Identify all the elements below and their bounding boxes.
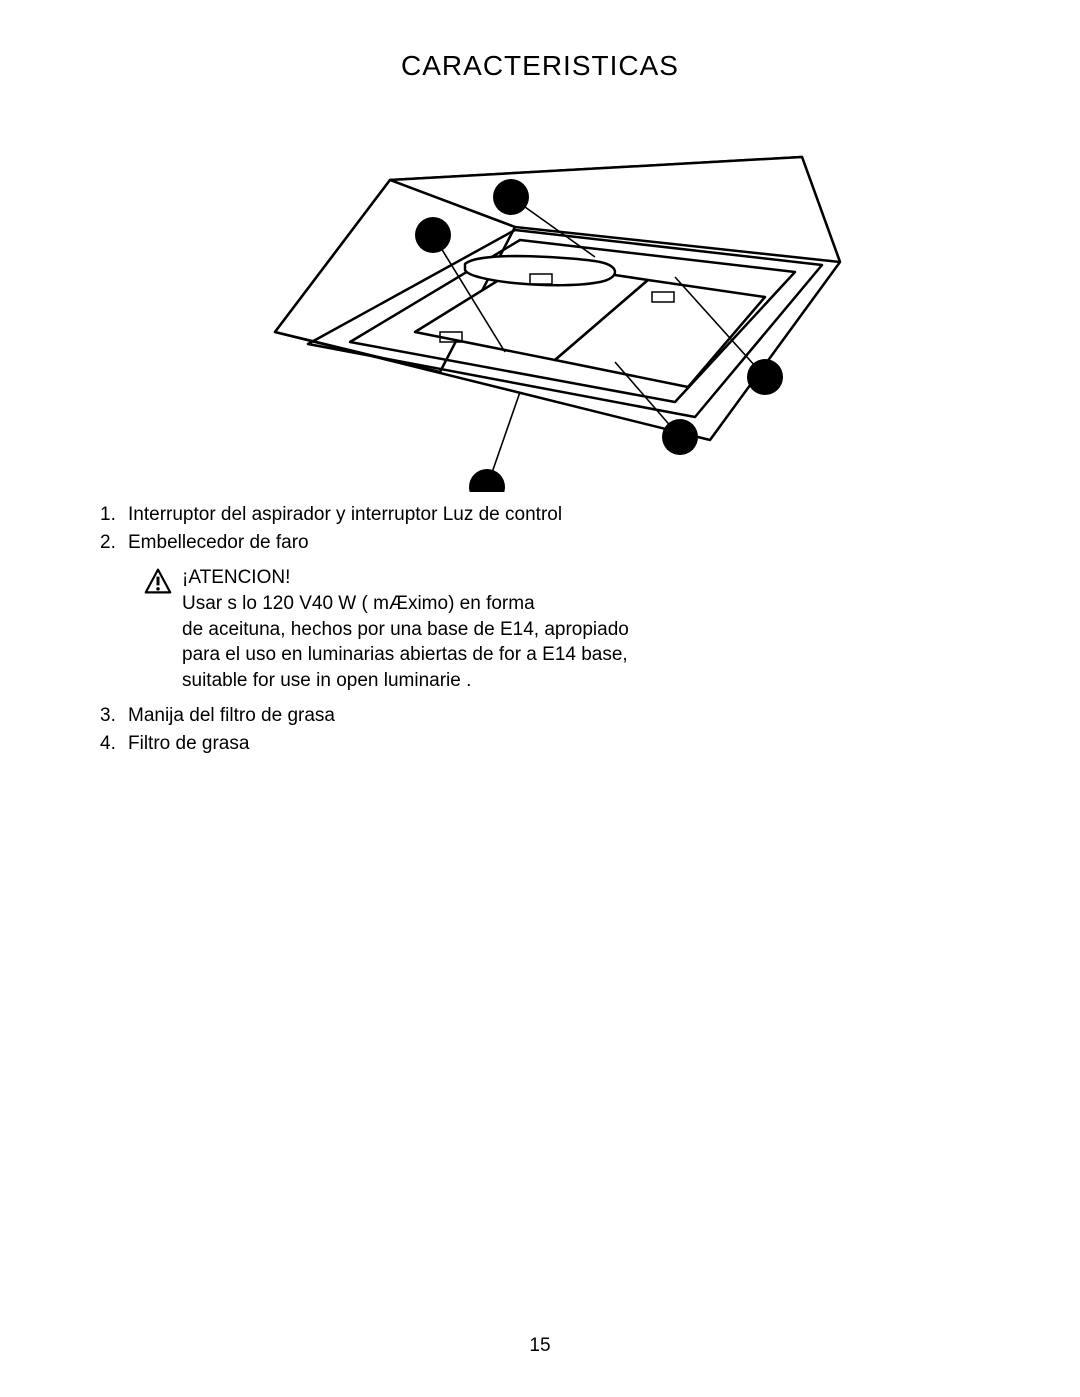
feature-item-text: Interruptor del aspirador y interruptor … [128,502,562,528]
range-hood-diagram [220,92,860,492]
manual-page: CARACTERISTICAS 1.Interruptor del aspira… [0,0,1080,1397]
callout-3 [747,359,783,395]
warning-text: ¡ATENCION! Usar s lo 120 V40 W ( mÆximo)… [182,565,629,693]
feature-item: 1.Interruptor del aspirador y interrupto… [100,502,980,528]
feature-item-number: 3. [100,703,128,729]
warning-icon [144,567,172,595]
feature-item: 4.Filtro de grasa [100,731,980,757]
warning-line: Usar s lo 120 V40 W ( mÆximo) en forma [182,591,629,617]
diagram-container [100,92,980,492]
callout-dup [469,469,505,492]
feature-list: 1.Interruptor del aspirador y interrupto… [100,502,980,757]
warning-line: suitable for use in open luminarie . [182,668,629,694]
page-title: CARACTERISTICAS [100,50,980,82]
callout-4 [662,419,698,455]
callout-2 [415,217,451,253]
warning-line: para el uso en luminarias abiertas de fo… [182,642,629,668]
warning-heading: ¡ATENCION! [182,565,629,591]
feature-item: 3.Manija del filtro de grasa [100,703,980,729]
feature-item-text: Embellecedor de faro [128,530,309,556]
feature-item-number: 4. [100,731,128,757]
feature-item-number: 2. [100,530,128,556]
warning-line: de aceituna, hechos por una base de E14,… [182,617,629,643]
warning-block: ¡ATENCION! Usar s lo 120 V40 W ( mÆximo)… [144,565,980,693]
feature-item: 2.Embellecedor de faro [100,530,980,556]
feature-item-number: 1. [100,502,128,528]
feature-item-text: Filtro de grasa [128,731,249,757]
feature-item-text: Manija del filtro de grasa [128,703,335,729]
page-number: 15 [0,1335,1080,1357]
callout-1 [493,179,529,215]
